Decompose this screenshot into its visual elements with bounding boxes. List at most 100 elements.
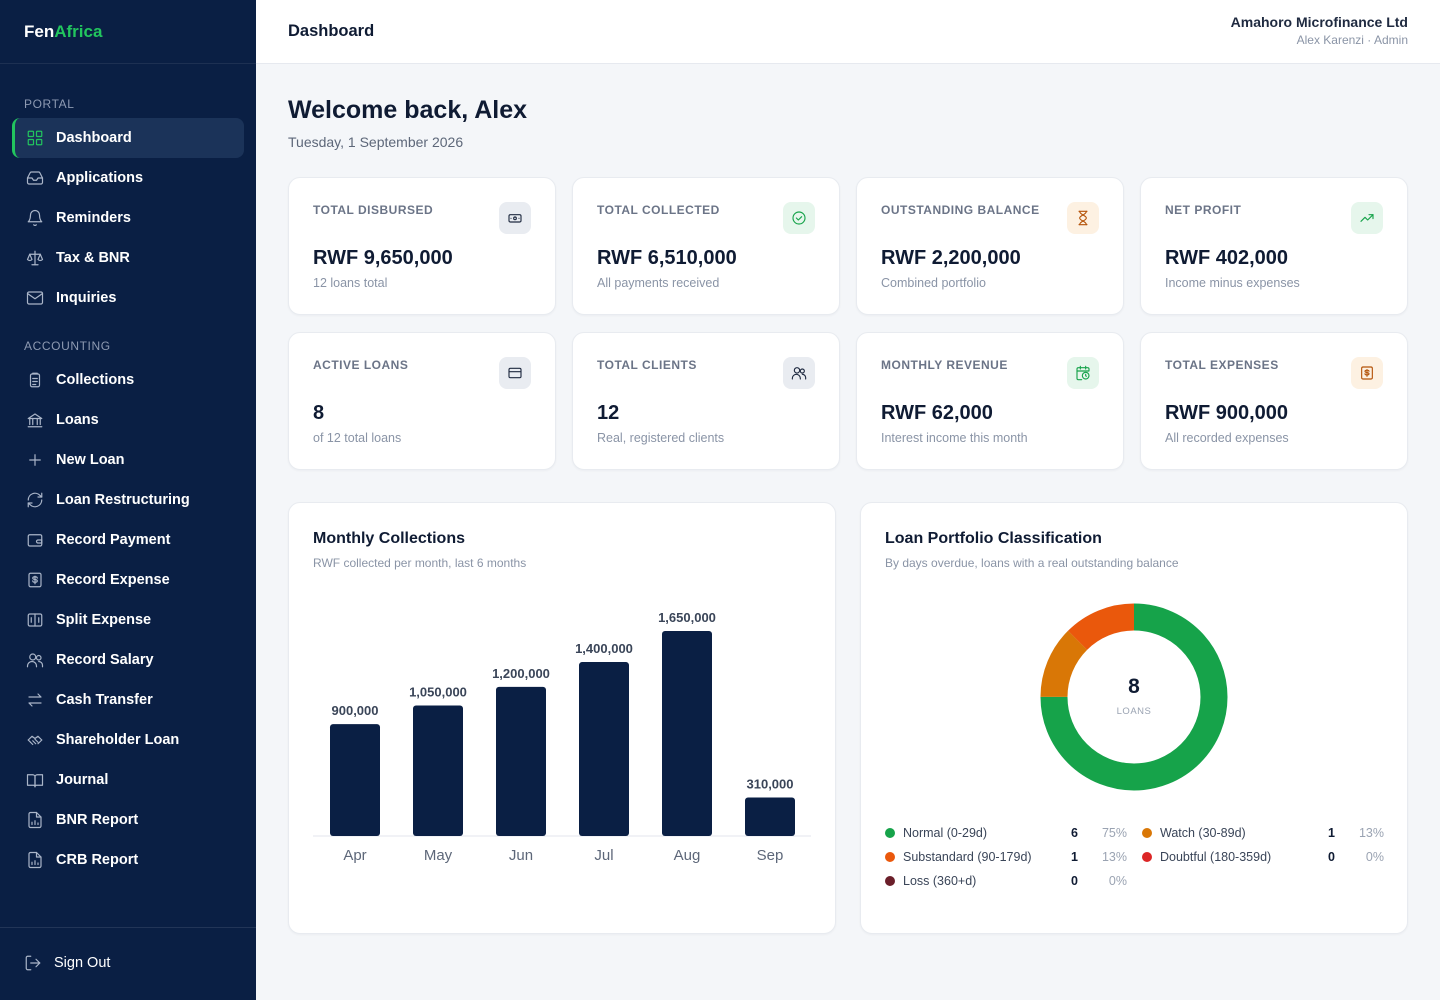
sidebar-item-shareholder-loan[interactable]: Shareholder Loan [12,720,244,760]
legend-percent: 0% [1108,874,1127,888]
sidebar-item-journal[interactable]: Journal [12,760,244,800]
logout-icon [25,955,41,971]
bar-aug[interactable] [662,631,712,836]
sidebar-item-label: Record Expense [56,572,170,588]
bar-may[interactable] [413,705,463,836]
sidebar-item-tax-bnr[interactable]: Tax & BNR [12,238,244,278]
sidebar-item-bnr-report[interactable]: BNR Report [12,800,244,840]
bar-value-label: 310,000 [747,776,794,791]
kpi-caption: All payments received [597,276,720,290]
report-icon [26,851,44,869]
users-icon [783,357,815,389]
sidebar-item-record-expense[interactable]: Record Expense [12,560,244,600]
sidebar-item-loan-restructuring[interactable]: Loan Restructuring [12,480,244,520]
x-tick-label: Jul [594,847,613,864]
legend-count: 6 [1071,826,1078,840]
brand-logo[interactable]: Fen Africa [0,0,256,64]
sidebar-item-reminders[interactable]: Reminders [12,198,244,238]
legend-item: Doubtful (180-359d) 0 0% [1142,847,1384,867]
sidebar-item-label: Tax & BNR [56,250,130,266]
top-bar: Dashboard Amahoro Microfinance Ltd Alex … [256,0,1440,64]
legend-count: 0 [1071,874,1078,888]
bar-jul[interactable] [579,662,629,836]
donut-center-value: 8 [1128,675,1140,698]
handshake-icon [26,731,44,749]
sidebar-footer: Sign Out [0,927,256,1000]
x-tick-label: Sep [757,847,784,864]
bar-jun[interactable] [496,686,546,836]
sidebar-item-record-payment[interactable]: Record Payment [12,520,244,560]
legend-count: 1 [1071,850,1078,864]
mail-icon [26,289,44,307]
kpi-card-active-loans: ACTIVE LOANS 8 of 12 total loans [288,332,556,470]
nav-section-label: PORTAL [24,97,75,111]
x-tick-label: Jun [509,847,533,864]
legend-swatch [1142,828,1152,838]
check-circle-icon [783,202,815,234]
kpi-caption: Real, registered clients [597,431,725,445]
kpi-label: TOTAL EXPENSES [1165,358,1279,372]
sidebar-item-dashboard[interactable]: Dashboard [12,118,244,158]
sidebar-item-crb-report[interactable]: CRB Report [12,840,244,880]
wallet-icon [26,531,44,549]
sign-out-label: Sign Out [54,955,111,971]
sidebar-item-collections[interactable]: Collections [12,360,244,400]
legend-item: Substandard (90-179d) 1 13% [885,847,1127,867]
kpi-value: RWF 6,510,000 [597,247,737,269]
sidebar-item-label: BNR Report [56,812,139,828]
grid-icon [26,129,44,147]
welcome-heading: Welcome back, Alex [288,96,528,124]
sidebar-item-label: Shareholder Loan [56,732,180,748]
kpi-card-outstanding-balance: OUTSTANDING BALANCE RWF 2,200,000 Combined… [856,177,1124,315]
legend-swatch [885,828,895,838]
calendar-clock-icon [1067,357,1099,389]
sidebar-item-loans[interactable]: Loans [12,400,244,440]
sidebar-item-label: Record Salary [56,652,154,668]
kpi-value: RWF 402,000 [1165,247,1289,269]
sidebar-item-label: Inquiries [56,290,117,306]
kpi-card-total-expenses: TOTAL EXPENSES RWF 900,000 All recorded ex… [1140,332,1408,470]
sidebar-item-label: Record Payment [56,532,171,548]
bar-value-label: 1,400,000 [575,641,633,656]
collections-subtitle: RWF collected per month, last 6 months [313,556,527,570]
card-icon [499,357,531,389]
legend-swatch [1142,852,1152,862]
bar-value-label: 1,050,000 [409,685,467,700]
kpi-label: ACTIVE LOANS [313,358,409,372]
kpi-value: 12 [597,402,620,424]
org-info[interactable]: Amahoro Microfinance Ltd Alex Karenzi · … [1231,14,1408,47]
kpi-card-total-collected: TOTAL COLLECTED RWF 6,510,000 All payments… [572,177,840,315]
transfer-icon [26,691,44,709]
x-tick-label: Aug [674,847,701,864]
nav-section-label: ACCOUNTING [24,339,111,353]
sidebar-item-new-loan[interactable]: New Loan [12,440,244,480]
portfolio-title: Loan Portfolio Classification [885,530,1102,547]
kpi-caption: Interest income this month [881,431,1028,445]
sidebar-item-label: Collections [56,372,135,388]
sidebar-item-label: Loans [56,412,99,428]
user-role: Alex Karenzi · Admin [1296,33,1408,47]
sidebar-item-cash-transfer[interactable]: Cash Transfer [12,680,244,720]
trending-up-icon [1351,202,1383,234]
book-icon [26,771,44,789]
legend-count: 1 [1328,826,1335,840]
sidebar-item-label: Dashboard [56,130,132,146]
org-name: Amahoro Microfinance Ltd [1230,14,1408,30]
legend-label: Doubtful (180-359d) [1160,850,1272,864]
kpi-label: TOTAL COLLECTED [597,203,720,217]
sign-out-button[interactable]: Sign Out [24,954,110,972]
donut-slice-substandard[interactable] [1040,603,1228,791]
legend-percent: 0% [1365,850,1384,864]
clipboard-icon [26,371,44,389]
donut-center-label: LOANS [1117,706,1152,717]
sidebar-item-inquiries[interactable]: Inquiries [12,278,244,318]
sidebar-item-record-salary[interactable]: Record Salary [12,640,244,680]
bar-value-label: 1,200,000 [492,666,550,681]
sidebar-item-split-expense[interactable]: Split Expense [12,600,244,640]
receipt-icon [1351,357,1383,389]
bar-apr[interactable] [330,724,380,836]
sidebar-item-applications[interactable]: Applications [12,158,244,198]
report-icon [26,811,44,829]
kpi-card-monthly-revenue: MONTHLY REVENUE RWF 62,000 Interest income… [856,332,1124,470]
bar-sep[interactable] [745,797,795,836]
